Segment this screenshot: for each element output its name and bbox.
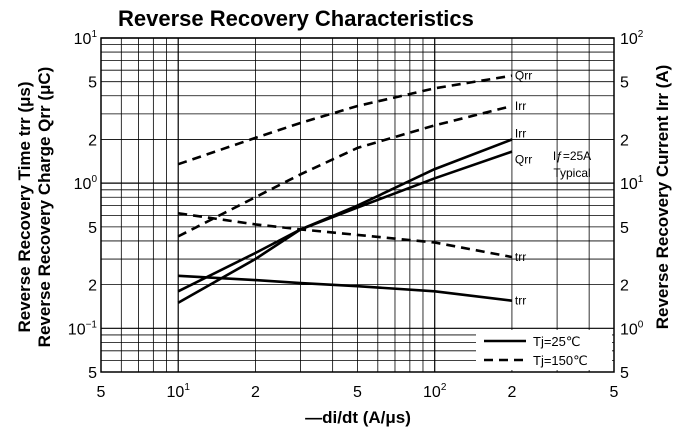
x-tick-label: 5 (97, 384, 106, 401)
y-left-tick-label: 2 (88, 132, 97, 149)
condition-typical: Typical (553, 166, 590, 180)
series-line-qrr-room (177, 150, 513, 293)
chart-title: Reverse Recovery Characteristics (118, 6, 474, 31)
y-left-tick-label: 5 (88, 75, 97, 92)
y-left-tick-label: 5 (88, 220, 97, 237)
y-left-label-time: Reverse Recovery Time trr (μs) (15, 81, 34, 332)
y-right-tick-label: 2 (620, 132, 629, 149)
y-left-tick-label: 10−1 (68, 319, 98, 338)
legend: Tj=25℃ Tj=150℃ (476, 330, 612, 370)
legend-label: Tj=25℃ (533, 334, 580, 349)
annotations: Qrr Irr Irr Qrr trr trr Iƒ=25A Typical (515, 69, 591, 308)
x-tick-label: 5 (610, 384, 619, 401)
legend-label: Tj=150℃ (533, 353, 588, 368)
y-right-tick-label: 100 (620, 319, 644, 338)
series-end-label: trr (515, 294, 526, 308)
series-end-label: trr (515, 250, 526, 264)
y-left-tick-label: 5 (88, 365, 97, 382)
y-right-tick-label: 5 (620, 365, 629, 382)
series-line-irr-hot (177, 104, 513, 238)
series-end-label: Qrr (515, 69, 532, 83)
y-left-tick-label: 101 (74, 29, 98, 48)
plot-frame (100, 37, 615, 373)
y-right-tick-label: 2 (620, 278, 629, 295)
y-right-tick-label: 102 (620, 29, 644, 48)
x-tick-label: 102 (423, 382, 447, 401)
y-left-label-charge: Reverse Recovery Charge Qrr (μC) (35, 67, 54, 348)
y-right-tick-label: 5 (620, 75, 629, 92)
series-end-label: Qrr (515, 153, 532, 167)
y-right-label: Reverse Recovery Current Irr (A) (653, 65, 672, 330)
series-line-trr-hot (178, 212, 513, 259)
y-right-tick-label: 101 (620, 174, 644, 193)
series-line-qrr-hot (177, 74, 513, 166)
series-end-label: Irr (515, 126, 526, 140)
condition-current: Iƒ=25A (553, 149, 591, 163)
series-line-trr-room (178, 274, 513, 302)
y-left-tick-label: 100 (74, 174, 98, 193)
x-tick-label: 2 (251, 384, 260, 401)
x-tick-label: 2 (507, 384, 516, 401)
series-layer (177, 74, 513, 304)
x-tick-label: 5 (353, 384, 362, 401)
legend-box (476, 330, 612, 370)
x-tick-label: 101 (167, 382, 191, 401)
y-right-tick-label: 5 (620, 220, 629, 237)
y-left-tick-label: 2 (88, 278, 97, 295)
series-end-label: Irr (515, 99, 526, 113)
x-axis-label: —di/dt (A/μs) (305, 408, 411, 427)
